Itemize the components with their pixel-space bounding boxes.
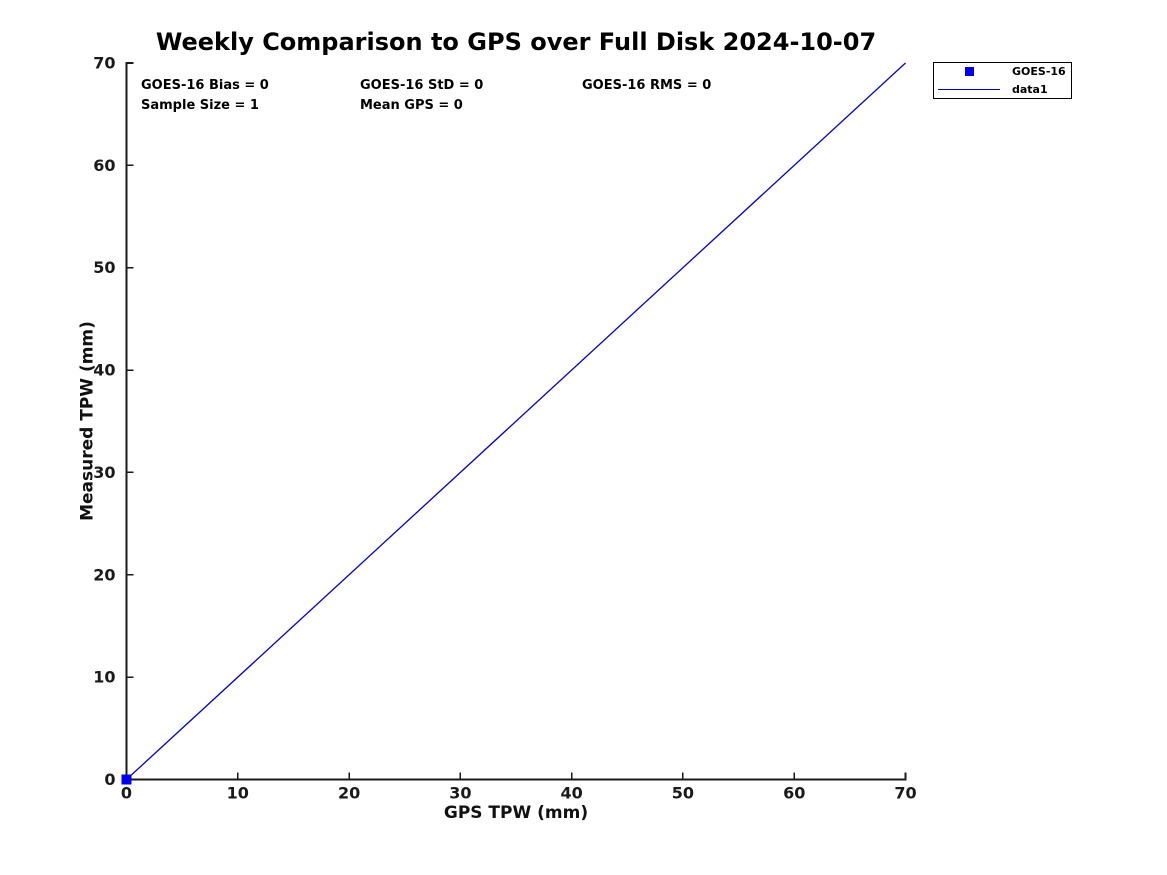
annotation-sample-size: Sample Size = 1 bbox=[141, 98, 259, 113]
y-tick-label: 10 bbox=[93, 668, 115, 687]
square-marker-icon bbox=[964, 67, 974, 77]
chart-title: Weekly Comparison to GPS over Full Disk … bbox=[155, 28, 877, 56]
legend-label-goes16: GOES-16 bbox=[1012, 65, 1066, 79]
y-tick-label: 30 bbox=[93, 463, 115, 482]
legend-swatch bbox=[934, 67, 1004, 77]
y-tick-label: 50 bbox=[93, 258, 115, 277]
y-tick-label: 70 bbox=[93, 54, 115, 73]
x-tick-label: 50 bbox=[672, 784, 694, 803]
legend-entry-data1: data1 bbox=[934, 81, 1071, 98]
y-tick-label: 60 bbox=[93, 156, 115, 175]
y-tick-label: 0 bbox=[104, 770, 115, 789]
y-axis-label: Measured TPW (mm) bbox=[77, 321, 98, 521]
legend-label-data1: data1 bbox=[1012, 82, 1048, 96]
y-tick-label: 20 bbox=[93, 565, 115, 584]
data-line-data1 bbox=[126, 62, 906, 780]
x-tick-label: 70 bbox=[894, 784, 916, 803]
x-axis-label: GPS TPW (mm) bbox=[443, 803, 589, 823]
x-tick-label: 10 bbox=[227, 784, 249, 803]
x-tick-label: 20 bbox=[338, 784, 360, 803]
annotation-rms: GOES-16 RMS = 0 bbox=[582, 78, 712, 93]
annotation-std: GOES-16 StD = 0 bbox=[360, 78, 484, 93]
legend-swatch bbox=[934, 88, 1004, 90]
y-tick-label: 40 bbox=[93, 361, 115, 380]
x-tick-label: 0 bbox=[121, 784, 132, 803]
x-tick-label: 30 bbox=[449, 784, 471, 803]
annotation-mean-gps: Mean GPS = 0 bbox=[360, 98, 463, 113]
x-tick-label: 40 bbox=[561, 784, 583, 803]
legend: GOES-16 data1 bbox=[933, 62, 1072, 99]
x-tick-label: 60 bbox=[783, 784, 805, 803]
line-icon bbox=[938, 88, 1000, 90]
legend-entry-goes16: GOES-16 bbox=[934, 63, 1071, 80]
annotation-bias: GOES-16 Bias = 0 bbox=[141, 78, 269, 93]
